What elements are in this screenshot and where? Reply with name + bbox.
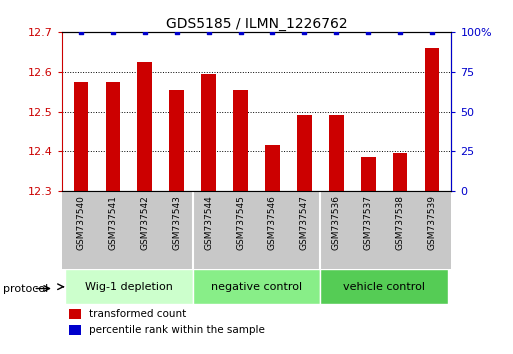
Point (268, 29, 277, 35)
Text: GSM737542: GSM737542 (140, 195, 149, 250)
Text: percentile rank within the sample: percentile rank within the sample (89, 325, 265, 335)
Bar (65, 269, 192, 304)
Point (332, 29, 341, 35)
Bar (321, 269, 448, 304)
Title: GDS5185 / ILMN_1226762: GDS5185 / ILMN_1226762 (166, 17, 347, 31)
Text: Wig-1 depletion: Wig-1 depletion (85, 282, 172, 292)
Bar (297, 115, 311, 191)
Bar (106, 82, 120, 191)
Bar (329, 115, 344, 191)
Point (396, 29, 404, 35)
Point (76, 29, 85, 35)
Text: GSM737541: GSM737541 (108, 195, 117, 250)
Text: GSM737538: GSM737538 (396, 195, 405, 250)
Bar (265, 145, 280, 191)
Point (172, 29, 181, 35)
Point (205, 29, 213, 35)
Text: GSM737537: GSM737537 (364, 195, 373, 250)
Text: negative control: negative control (211, 282, 302, 292)
Bar (361, 157, 376, 191)
Point (109, 29, 117, 35)
Bar (202, 74, 216, 191)
Text: vehicle control: vehicle control (343, 282, 425, 292)
Text: transformed count: transformed count (89, 309, 186, 319)
Bar (73, 82, 88, 191)
Text: GSM737545: GSM737545 (236, 195, 245, 250)
Bar (393, 153, 407, 191)
Bar (233, 90, 248, 191)
Bar (425, 48, 440, 191)
Point (428, 29, 437, 35)
Text: GSM737546: GSM737546 (268, 195, 277, 250)
Text: GSM737544: GSM737544 (204, 195, 213, 250)
Point (236, 29, 245, 35)
Text: GSM737540: GSM737540 (76, 195, 85, 250)
Point (141, 29, 149, 35)
Bar (137, 62, 152, 191)
Bar (69, 325, 81, 335)
Bar (169, 90, 184, 191)
Text: protocol: protocol (3, 284, 48, 293)
Text: GSM737547: GSM737547 (300, 195, 309, 250)
Bar (192, 269, 321, 304)
Point (364, 29, 372, 35)
Point (300, 29, 308, 35)
Text: GSM737539: GSM737539 (428, 195, 437, 250)
Text: GSM737536: GSM737536 (332, 195, 341, 250)
Bar (69, 309, 81, 319)
Text: GSM737543: GSM737543 (172, 195, 181, 250)
